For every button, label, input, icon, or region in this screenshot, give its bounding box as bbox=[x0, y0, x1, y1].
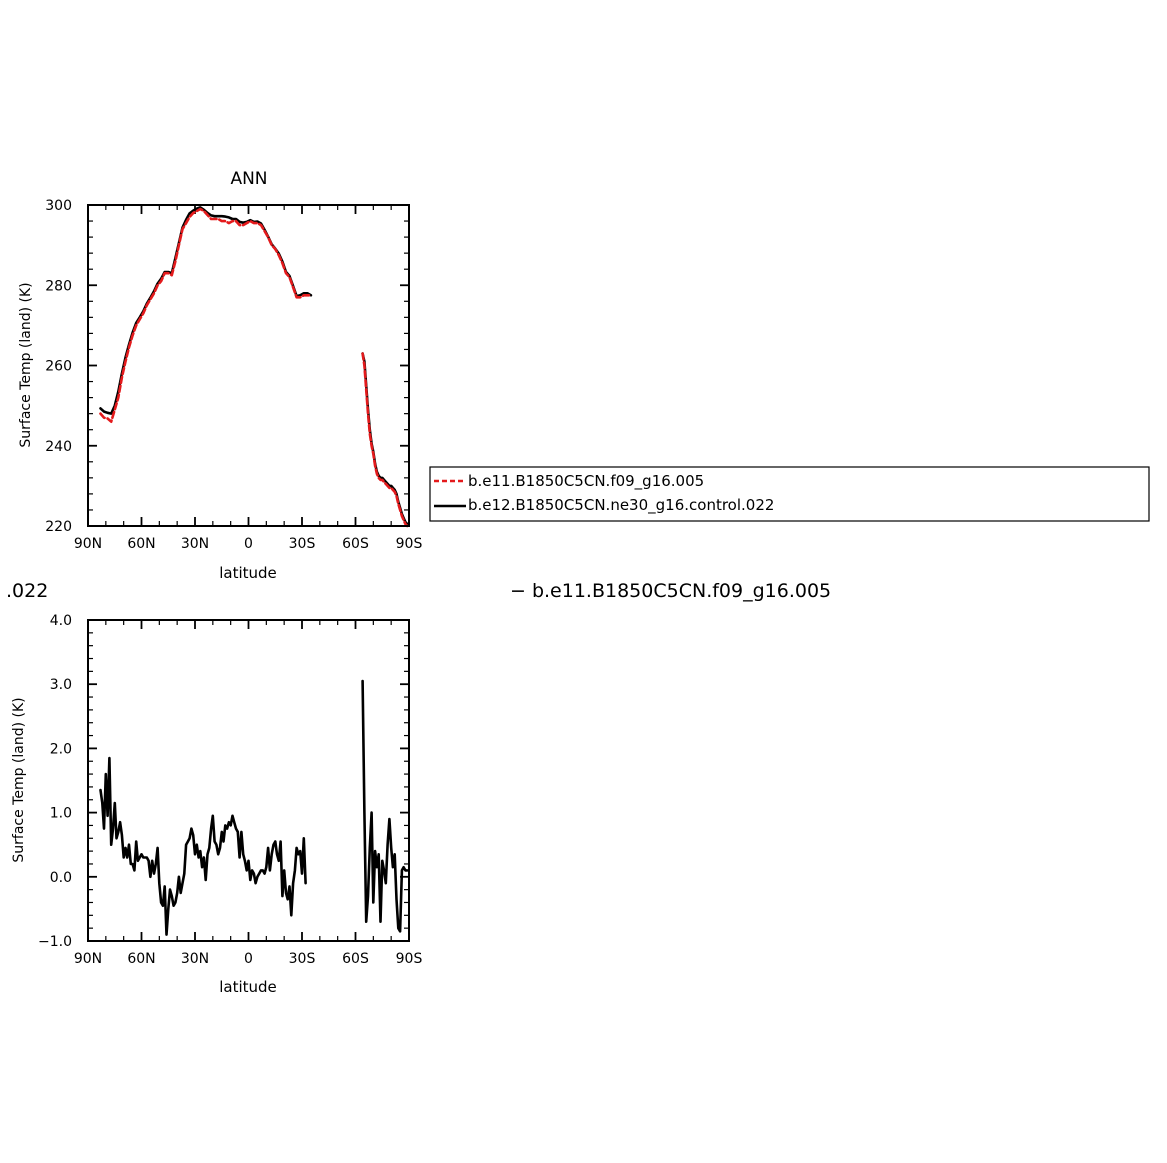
top-ticks: 90N 60N 30N 0 30S 60S 90S 220 240 260 280 300 bbox=[45, 198, 422, 552]
top-series-line-1-segment-1 bbox=[99, 207, 313, 423]
legend: b.e11.B1850C5CN.f09_g16.005 b.e12.B1850C… bbox=[429, 466, 1150, 522]
caption-right-fragment: − b.e11.B1850C5CN.f09_g16.005 bbox=[510, 580, 831, 602]
top-y-tick-label: 280 bbox=[45, 278, 72, 294]
top-y-tick-label: 300 bbox=[45, 198, 72, 214]
panel-top-chart: ANN Surface Temp (land) (K) latitude 90N… bbox=[18, 169, 422, 582]
caption-left-fragment: .022 bbox=[6, 580, 48, 602]
chart-title: ANN bbox=[230, 169, 267, 189]
bottom-x-tick-label: 30N bbox=[181, 951, 209, 967]
bottom-x-tick-label: 90N bbox=[74, 951, 102, 967]
bottom-series-lines bbox=[99, 679, 409, 936]
y-axis-label-bottom: Surface Temp (land) (K) bbox=[11, 697, 27, 862]
y-axis-label: Surface Temp (land) (K) bbox=[18, 282, 34, 447]
legend-label-series-2: b.e12.B1850C5CN.ne30_g16.control.022 bbox=[468, 496, 774, 515]
bottom-x-tick-label: 90S bbox=[396, 951, 423, 967]
top-x-tick-label: 90N bbox=[74, 536, 102, 552]
bottom-ticks: 90N 60N 30N 0 30S 60S 90S −1.0 0.0 1.0 2.0 3.0 4.0 bbox=[38, 613, 422, 967]
bottom-y-tick-label: 0.0 bbox=[50, 870, 72, 886]
top-x-tick-label: 30S bbox=[289, 536, 316, 552]
bottom-y-tick-label: 2.0 bbox=[50, 741, 72, 757]
bottom-y-tick-label: 4.0 bbox=[50, 613, 72, 629]
x-axis-label-bottom: latitude bbox=[219, 978, 277, 996]
panel-bottom-chart: Surface Temp (land) (K) latitude 90N 60N 3… bbox=[11, 613, 422, 996]
top-y-tick-label: 220 bbox=[45, 519, 72, 535]
top-x-tick-label: 0 bbox=[244, 536, 253, 552]
top-series-lines bbox=[99, 206, 409, 528]
top-y-tick-label: 240 bbox=[45, 439, 72, 455]
bottom-series-line-1-segment-2 bbox=[361, 679, 409, 933]
bottom-x-tick-label: 30S bbox=[289, 951, 316, 967]
top-x-tick-label: 90S bbox=[396, 536, 423, 552]
bottom-plot-frame bbox=[87, 619, 410, 942]
bottom-y-tick-label: −1.0 bbox=[38, 934, 72, 950]
bottom-x-tick-label: 60N bbox=[127, 951, 155, 967]
legend-box bbox=[429, 466, 1150, 522]
x-axis-label: latitude bbox=[219, 564, 277, 582]
top-series-line-1-segment-2 bbox=[361, 352, 409, 528]
bottom-y-tick-label: 3.0 bbox=[50, 677, 72, 693]
top-plot-frame bbox=[87, 204, 410, 527]
legend-label-series-1: b.e11.B1850C5CN.f09_g16.005 bbox=[468, 472, 704, 491]
bottom-series-line-1-segment-1 bbox=[99, 756, 307, 936]
top-x-tick-label: 60N bbox=[127, 536, 155, 552]
bottom-y-tick-label: 1.0 bbox=[50, 806, 72, 822]
top-series-line-2-segment-1 bbox=[99, 206, 313, 415]
top-y-tick-label: 260 bbox=[45, 359, 72, 375]
top-x-tick-label: 30N bbox=[181, 536, 209, 552]
bottom-x-tick-label: 0 bbox=[244, 951, 253, 967]
bottom-x-tick-label: 60S bbox=[342, 951, 369, 967]
top-x-tick-label: 60S bbox=[342, 536, 369, 552]
